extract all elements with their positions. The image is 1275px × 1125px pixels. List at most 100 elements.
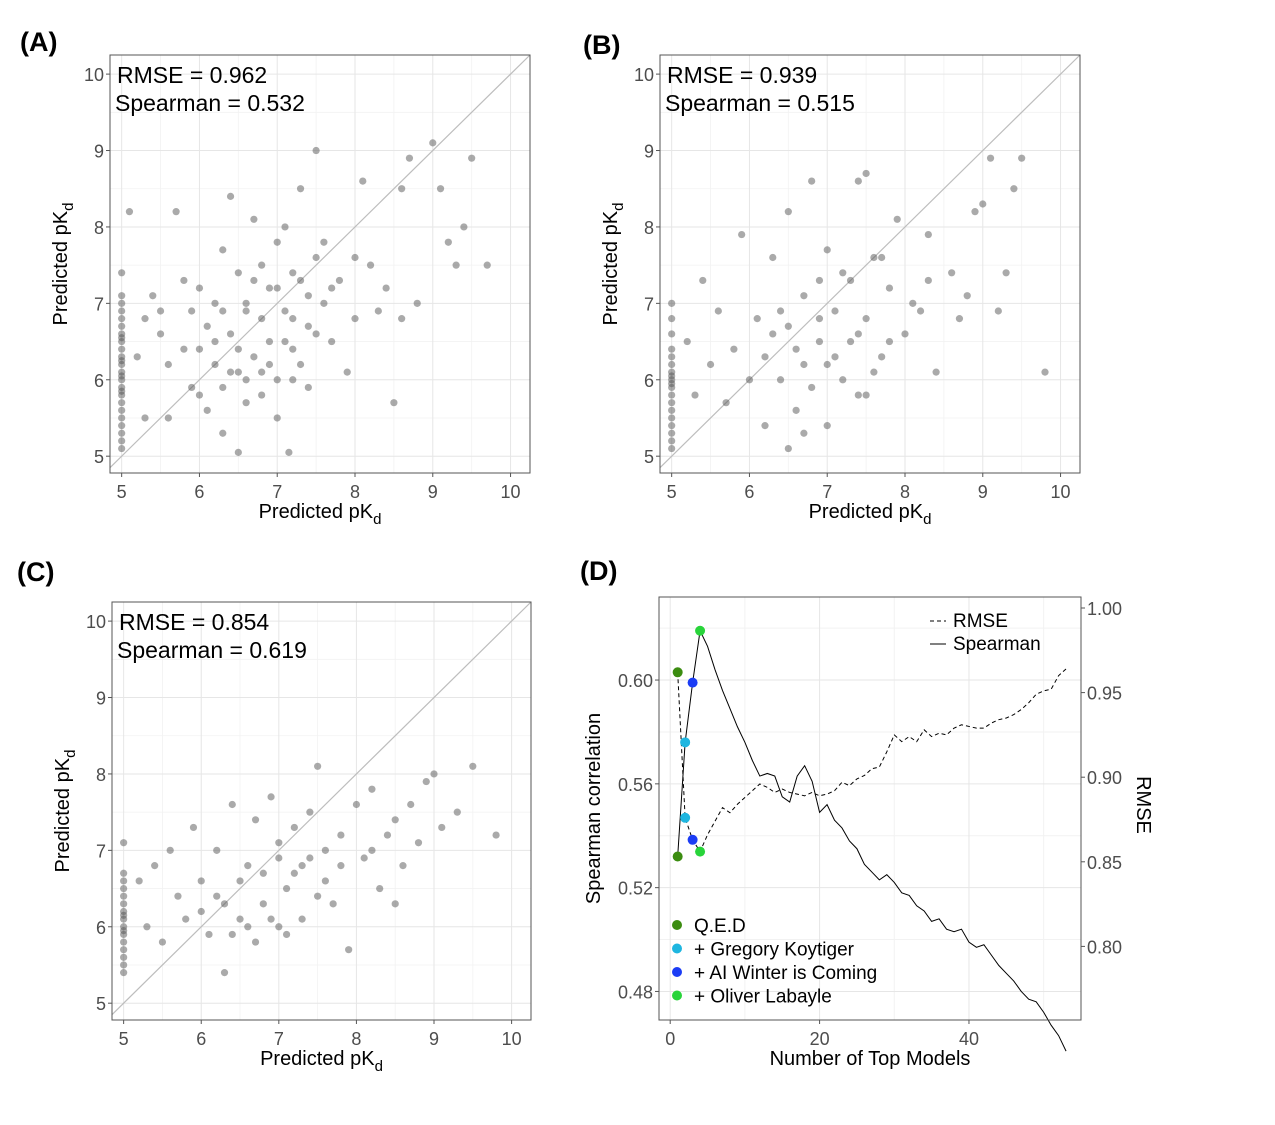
- scatter-point: [862, 169, 870, 178]
- scatter-point: [320, 238, 328, 246]
- panel-label-d: (D): [580, 556, 618, 586]
- scatter-point: [205, 930, 213, 939]
- y-tick-label: 5: [96, 994, 106, 1014]
- scatter-point: [955, 315, 964, 323]
- scatter-point: [296, 185, 305, 193]
- scatter-point: [306, 854, 314, 862]
- scatter-point: [172, 208, 180, 216]
- scatter-point: [188, 307, 196, 315]
- scatter-point: [337, 862, 345, 870]
- scatter-point: [391, 900, 399, 908]
- scatter-point: [683, 337, 691, 346]
- scatter-point: [800, 360, 808, 369]
- scatter-point: [668, 372, 676, 380]
- scatter-point: [668, 399, 676, 407]
- scatter-point: [213, 846, 221, 854]
- scatter-point: [909, 299, 917, 307]
- scatter-point: [118, 387, 126, 395]
- scatter-point: [753, 315, 761, 323]
- y2-tick-label: 0.80: [1087, 937, 1122, 957]
- scatter-point: [1010, 185, 1018, 193]
- scatter-point: [376, 884, 384, 893]
- y-tick-label: 6: [644, 371, 654, 391]
- scatter-point: [948, 269, 956, 277]
- scatter-point: [135, 877, 143, 885]
- plot-frame: [658, 596, 1082, 1021]
- legend-point-label: + Oliver Labayle: [694, 987, 832, 1008]
- scatter-point: [220, 969, 229, 977]
- scatter-point: [273, 284, 281, 292]
- scatter-point: [368, 846, 376, 854]
- x-axis-label: Number of Top Models: [770, 1048, 971, 1070]
- scatter-point: [120, 892, 128, 900]
- y-axis-label-text: Predicted pK: [50, 210, 72, 325]
- scatter-point: [366, 261, 375, 269]
- scatter-point: [312, 253, 320, 262]
- legend-dot: [672, 920, 682, 930]
- scatter-point: [211, 337, 219, 346]
- scatter-point: [846, 337, 855, 346]
- scatter-point: [120, 869, 128, 877]
- spearman-annotation: Spearman = 0.515: [665, 90, 855, 116]
- scatter-point: [343, 368, 351, 376]
- x-axis-label-text: Predicted pK: [259, 501, 374, 523]
- y-axis-label: Predicted pKd: [600, 203, 627, 326]
- x-tick-label: 10: [502, 1029, 522, 1049]
- scatter-point: [226, 330, 235, 338]
- scatter-point: [244, 923, 252, 931]
- scatter-point: [374, 307, 382, 315]
- scatter-point: [823, 422, 831, 430]
- scatter-point: [118, 437, 126, 445]
- scatter-point: [195, 391, 204, 399]
- scatter-point: [815, 315, 824, 323]
- x-tick-label: 9: [978, 482, 988, 502]
- scatter-point: [699, 276, 707, 285]
- scatter-point: [133, 353, 141, 361]
- y-axis-label-text: Predicted pK: [52, 757, 74, 872]
- y-tick-label: 0.48: [618, 982, 653, 1002]
- scatter-point: [390, 399, 398, 407]
- scatter-point: [321, 846, 329, 854]
- scatter-point: [281, 337, 289, 346]
- x-tick-label: 9: [428, 482, 438, 502]
- scatter-point: [706, 360, 715, 369]
- scatter-point: [337, 831, 345, 839]
- scatter-point: [226, 368, 235, 376]
- scatter-point: [452, 261, 460, 269]
- scatter-point: [250, 276, 258, 285]
- scatter-point: [328, 284, 336, 292]
- scatter-point: [189, 823, 198, 832]
- scatter-point: [213, 892, 221, 900]
- scatter-point: [823, 360, 831, 369]
- scatter-point: [118, 307, 126, 315]
- scatter-point: [839, 269, 847, 277]
- scatter-point: [312, 330, 320, 338]
- y-tick-label: 10: [634, 65, 654, 85]
- scatter-point: [120, 911, 128, 919]
- identity-line: [111, 601, 532, 1016]
- scatter-point: [345, 946, 353, 954]
- scatter-point: [251, 938, 260, 946]
- scatter-point: [234, 345, 242, 353]
- scatter-point: [407, 800, 415, 809]
- scatter-point: [738, 230, 746, 239]
- x-axis-label-text: Predicted pK: [809, 501, 924, 523]
- scatter-point: [321, 877, 329, 885]
- x-axis-label-subscript: d: [923, 511, 931, 528]
- scatter-point: [242, 399, 250, 407]
- scatter-point: [351, 315, 359, 323]
- scatter-point: [436, 185, 445, 193]
- scatter-point: [769, 253, 777, 262]
- x-tick-label: 7: [274, 1029, 284, 1049]
- scatter-point: [197, 907, 205, 916]
- x-axis-label-subscript: d: [373, 511, 381, 528]
- y-tick-label: 5: [644, 447, 654, 467]
- scatter-point: [180, 276, 188, 285]
- scatter-point: [118, 399, 126, 407]
- y2-tick-label: 1.00: [1087, 599, 1122, 619]
- scatter-point: [289, 376, 297, 384]
- scatter-point: [290, 869, 298, 877]
